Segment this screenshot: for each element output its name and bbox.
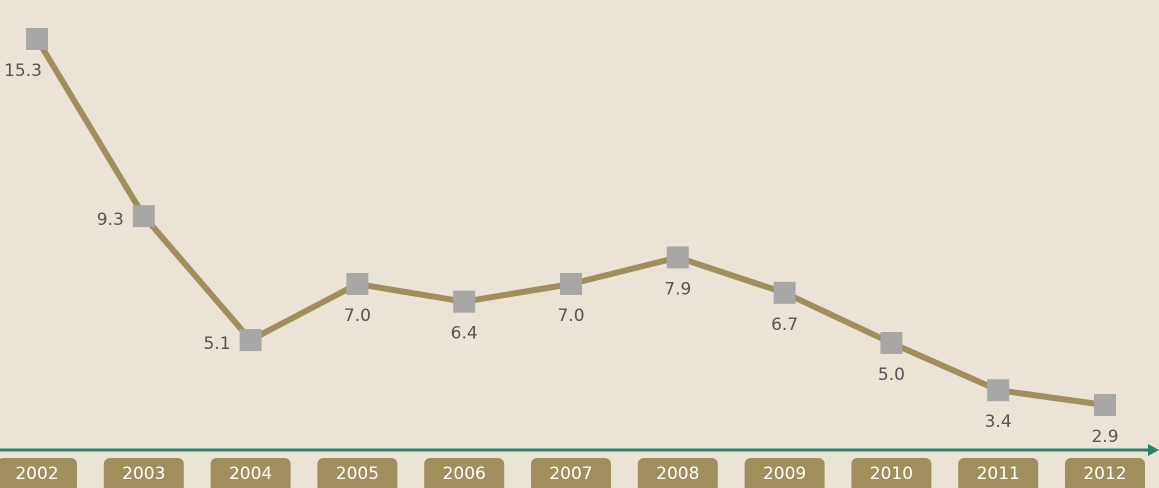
year-box	[0, 458, 77, 488]
year-box	[317, 458, 398, 488]
x-tick-label: 2002	[15, 464, 58, 484]
year-box	[210, 458, 291, 488]
data-label: 9.3	[97, 210, 124, 230]
data-marker	[560, 272, 582, 295]
data-marker	[346, 272, 369, 295]
data-marker	[132, 205, 155, 228]
year-box	[958, 458, 1039, 488]
x-tick-label: 2007	[549, 464, 592, 484]
x-tick-label: 2011	[977, 464, 1020, 484]
year-box	[424, 458, 505, 488]
x-tick-label: 2012	[1083, 464, 1126, 484]
data-label: 7.0	[557, 306, 584, 326]
data-label: 6.4	[451, 324, 478, 344]
data-label: 7.9	[664, 279, 691, 299]
data-marker	[26, 28, 48, 50]
x-tick-label: 2006	[443, 464, 486, 484]
x-tick-label: 2003	[122, 464, 165, 484]
data-label: 5.1	[204, 334, 231, 354]
axis-arrowhead	[1148, 444, 1159, 456]
data-label: 2.9	[1091, 427, 1118, 447]
data-marker	[987, 379, 1010, 402]
data-marker	[1094, 394, 1116, 416]
data-label: 3.4	[985, 412, 1012, 432]
data-label: 6.7	[771, 315, 798, 335]
data-label: 15.3	[4, 61, 42, 81]
data-label: 5.0	[878, 365, 905, 385]
year-box	[1065, 458, 1145, 488]
data-marker	[239, 329, 262, 352]
data-marker	[666, 246, 689, 269]
data-marker	[773, 281, 796, 304]
x-tick-label: 2009	[763, 464, 806, 484]
x-tick-label: 2005	[336, 464, 379, 484]
data-label: 7.0	[344, 306, 371, 326]
x-tick-label: 2010	[870, 464, 913, 484]
year-box	[637, 458, 718, 488]
x-tick-label: 2004	[229, 464, 272, 484]
year-box	[103, 458, 184, 488]
x-tick-label: 2008	[656, 464, 699, 484]
year-box	[744, 458, 825, 488]
data-marker	[880, 332, 903, 355]
year-box	[851, 458, 932, 488]
year-box	[531, 458, 611, 488]
data-marker	[453, 290, 476, 313]
